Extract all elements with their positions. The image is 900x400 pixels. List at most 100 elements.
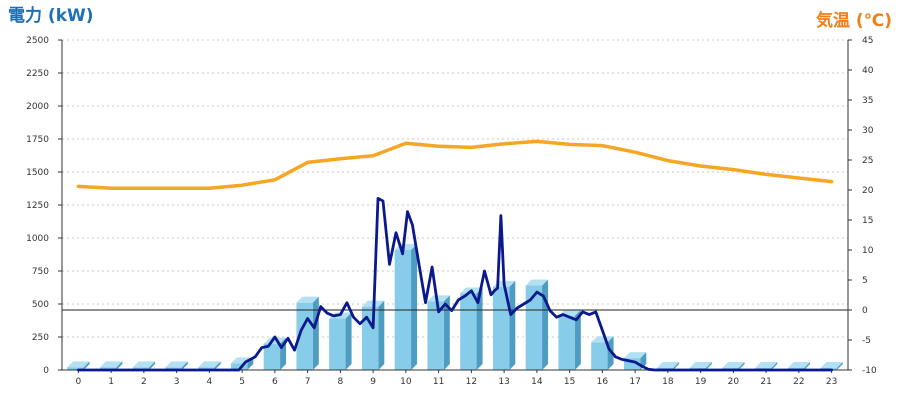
x-tick-label: 12 — [466, 377, 477, 387]
bar-top — [787, 362, 811, 369]
bar-front — [591, 342, 608, 370]
right-axis-title: 気温 (℃) — [815, 10, 892, 31]
right-tick-label: 40 — [862, 66, 874, 76]
bar-front — [263, 343, 281, 370]
bar — [263, 337, 287, 370]
bar-top — [656, 362, 680, 369]
line-series — [76, 139, 834, 372]
bar-side — [411, 243, 418, 370]
left-tick-label: 2250 — [26, 69, 49, 79]
bar-top — [623, 352, 647, 359]
x-tick-label: 21 — [760, 377, 771, 387]
x-tick-label: 17 — [629, 377, 640, 387]
x-tick-label: 6 — [272, 377, 278, 387]
axes: 02505007501000125015001750200022502500-1… — [26, 36, 877, 387]
x-tick-label: 0 — [76, 377, 82, 387]
x-tick-label: 3 — [174, 377, 180, 387]
bar-side — [738, 362, 745, 370]
bar-front — [67, 367, 84, 370]
x-tick-label: 9 — [370, 377, 376, 387]
bar-front — [230, 363, 248, 370]
bar-side — [542, 279, 549, 370]
bar — [492, 280, 516, 370]
left-tick-label: 250 — [32, 333, 49, 343]
x-tick-label: 15 — [564, 377, 575, 387]
right-tick-label: 35 — [862, 96, 873, 106]
right-tick-label: 20 — [862, 186, 874, 196]
x-tick-label: 2 — [141, 377, 147, 387]
bar-front — [460, 293, 477, 370]
right-tick-label: 10 — [862, 246, 874, 256]
bar-side — [378, 300, 385, 370]
bar-side — [509, 280, 516, 370]
bar-side — [705, 362, 712, 370]
bar-side — [771, 362, 778, 370]
bar-side — [247, 357, 254, 370]
bar-side — [149, 361, 156, 370]
bar-top — [754, 362, 778, 369]
x-tick-label: 11 — [433, 377, 444, 387]
x-tick-label: 4 — [207, 377, 213, 387]
x-tick-label: 5 — [239, 377, 245, 387]
bar — [67, 361, 90, 370]
bar-side — [345, 312, 352, 370]
bar — [591, 336, 614, 370]
bar-top — [296, 296, 319, 303]
left-tick-label: 1750 — [26, 135, 49, 145]
x-tick-label: 22 — [793, 377, 804, 387]
x-tick-label: 20 — [728, 377, 740, 387]
right-tick-label: 30 — [862, 126, 874, 136]
bar-top — [820, 362, 843, 369]
bar — [460, 287, 483, 370]
bar-top — [591, 336, 614, 343]
x-tick-label: 14 — [531, 377, 543, 387]
bar-side — [836, 362, 843, 370]
left-tick-label: 500 — [32, 300, 49, 310]
right-tick-label: 5 — [862, 276, 868, 286]
bar-side — [83, 361, 90, 370]
bar-side — [181, 361, 188, 370]
right-tick-label: -5 — [862, 336, 871, 346]
left-tick-label: 1250 — [26, 201, 49, 211]
bar — [329, 312, 352, 370]
x-tick-label: 8 — [338, 377, 344, 387]
x-tick-label: 10 — [400, 377, 412, 387]
bar-front — [329, 318, 346, 370]
x-tick-label: 19 — [695, 377, 707, 387]
left-tick-label: 0 — [43, 366, 49, 376]
bar-front — [525, 285, 543, 370]
bar-side — [476, 287, 483, 370]
bar-front — [492, 286, 510, 370]
bar-side — [574, 309, 581, 370]
x-tick-label: 23 — [826, 377, 837, 387]
bar-top — [132, 361, 156, 368]
bar-front — [558, 315, 575, 370]
bar-top — [99, 361, 123, 368]
power-demand-line — [77, 196, 833, 372]
left-tick-label: 1500 — [26, 168, 49, 178]
x-tick-label: 16 — [597, 377, 609, 387]
bar-top — [263, 337, 287, 344]
bar-top — [722, 362, 745, 369]
bar-top — [165, 361, 188, 368]
left-tick-label: 750 — [32, 267, 49, 277]
bar-side — [673, 362, 680, 370]
bar-top — [427, 295, 450, 302]
x-tick-label: 1 — [108, 377, 114, 387]
right-tick-label: 45 — [862, 36, 873, 46]
bar-side — [312, 296, 319, 370]
bar-side — [443, 295, 450, 370]
right-tick-label: 15 — [862, 216, 873, 226]
right-tick-label: 0 — [862, 306, 868, 316]
bar-side — [607, 336, 614, 370]
right-tick-label: -10 — [862, 366, 877, 376]
bar-side — [804, 362, 811, 370]
bar-front — [427, 301, 444, 370]
bar — [427, 295, 450, 370]
bar-top — [67, 361, 90, 368]
left-tick-label: 2000 — [26, 102, 49, 112]
x-tick-label: 18 — [662, 377, 674, 387]
bar-top — [689, 362, 712, 369]
